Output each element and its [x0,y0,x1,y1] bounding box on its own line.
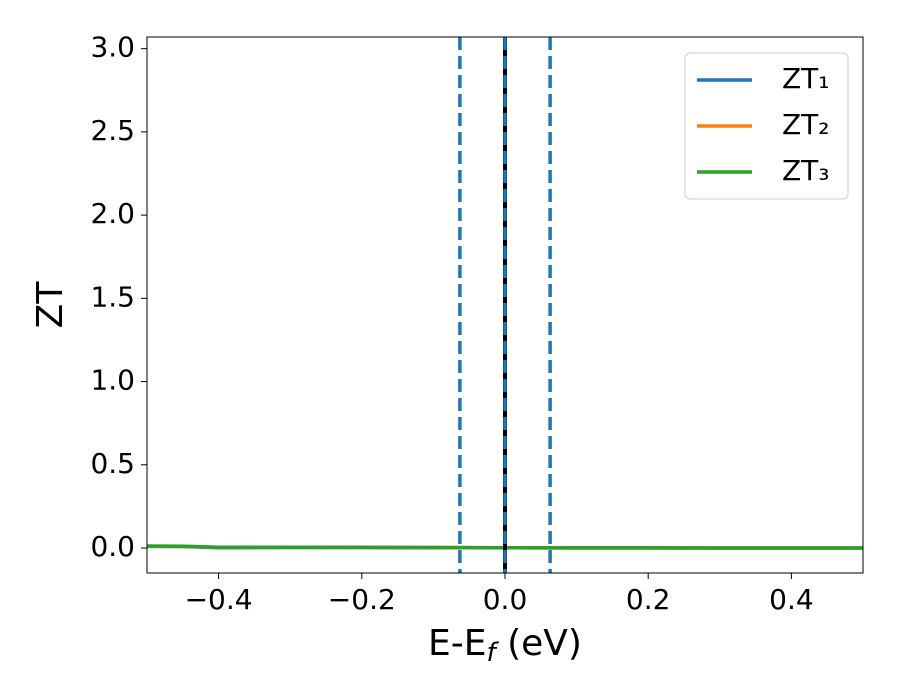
y-tick-label: 1.5 [90,280,135,313]
x-label-part: E-E [428,623,486,664]
y-tick-label: 0.5 [90,447,135,480]
y-tick-label: 2.5 [90,114,135,147]
y-tick-label: 0.0 [90,530,135,563]
x-tick-label: 0.4 [769,583,814,616]
plot-area [147,37,863,573]
legend-box [684,52,849,200]
y-tick-label: 3.0 [90,31,135,64]
axes-frame [146,36,864,574]
x-tick-label: 0.2 [626,583,671,616]
legend-label: ZT₂ [782,108,830,141]
x-axis-label: E-Ef (eV) [428,623,582,668]
legend: ZT₁ ZT₂ ZT₃ [684,52,849,200]
x-tick-label: 0.0 [483,583,528,616]
y-tick-label: 1.0 [90,364,135,397]
x-label-part: (eV) [496,623,582,664]
y-tick-label: 2.0 [90,197,135,230]
series-line [147,544,863,550]
legend-label: ZT₃ [782,154,830,187]
x-tick-label: −0.2 [328,583,396,616]
legend-label: ZT₁ [782,62,830,95]
x-tick-label: −0.4 [185,583,253,616]
y-axis-label: ZT [30,281,71,329]
